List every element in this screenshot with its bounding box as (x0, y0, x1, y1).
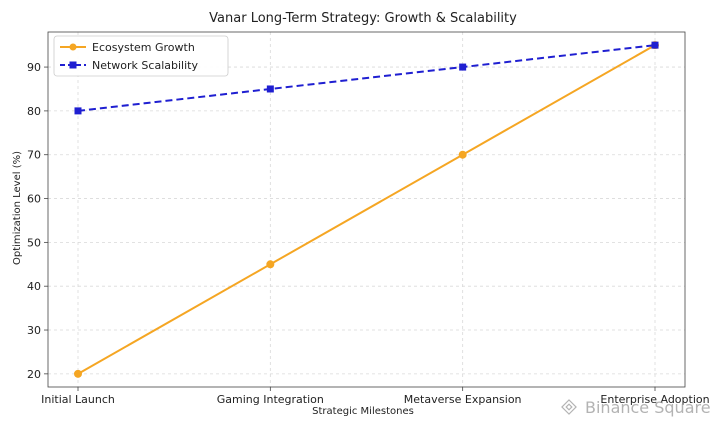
legend: Ecosystem Growth Network Scalability (53, 35, 229, 77)
data-point (74, 107, 82, 115)
data-point (459, 63, 467, 71)
y-tick-label: 50 (27, 236, 41, 249)
y-tick-label: 40 (27, 280, 41, 293)
x-tick-label: Gaming Integration (217, 393, 324, 406)
data-point (458, 150, 467, 159)
watermark: Binance Square (561, 398, 711, 417)
y-tick-label: 80 (27, 105, 41, 118)
series-line (77, 44, 656, 112)
data-point (74, 369, 82, 378)
binance-logo-icon (561, 399, 577, 415)
legend-entry: Network Scalability (60, 59, 198, 72)
y-tick-label: 70 (27, 149, 41, 162)
legend-label: Network Scalability (92, 59, 198, 72)
y-axis-label: Optimization Level (%) (12, 151, 23, 265)
x-tick-label: Enterprise Adoption (600, 393, 709, 406)
x-axis-ticks: Initial Launch Gaming Integration Metavers… (41, 387, 710, 406)
plot-frame (47, 31, 686, 388)
y-tick-label: 60 (27, 193, 41, 206)
watermark-text: Binance Square (585, 398, 711, 417)
legend-marker (69, 43, 77, 51)
grid (48, 32, 685, 387)
legend-label: Ecosystem Growth (92, 41, 195, 54)
legend-marker (69, 61, 77, 69)
data-point (266, 260, 275, 269)
data-point (266, 85, 274, 93)
x-axis-label: Strategic Milestones (312, 406, 414, 417)
data-point (651, 41, 659, 49)
y-tick-label: 20 (27, 368, 41, 381)
chart-title: Vanar Long-Term Strategy: Growth & Scala… (209, 11, 517, 26)
y-tick-label: 90 (27, 61, 41, 74)
x-tick-label: Initial Launch (41, 393, 115, 406)
y-axis-ticks: 20 30 40 50 60 70 80 90 (27, 61, 48, 381)
legend-box (53, 35, 229, 77)
series (74, 41, 659, 378)
y-tick-label: 30 (27, 324, 41, 337)
x-tick-label: Metaverse Expansion (404, 393, 522, 406)
series-line (77, 44, 656, 375)
legend-entry: Ecosystem Growth (60, 41, 195, 54)
